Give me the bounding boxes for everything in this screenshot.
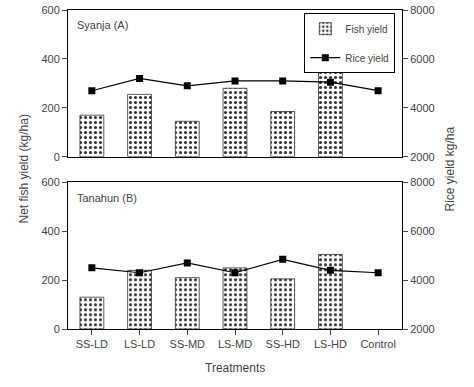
svg-text:8000: 8000: [410, 176, 434, 188]
svg-text:4000: 4000: [410, 274, 434, 286]
svg-text:0: 0: [54, 323, 60, 335]
svg-text:2000: 2000: [410, 323, 434, 335]
svg-text:600: 600: [41, 4, 59, 16]
svg-text:400: 400: [41, 225, 59, 237]
svg-text:Rice yield kg/ha: Rice yield kg/ha: [443, 126, 457, 211]
svg-text:Rice yield: Rice yield: [345, 53, 388, 64]
svg-text:200: 200: [41, 274, 59, 286]
svg-text:LS-MD: LS-MD: [218, 338, 252, 350]
svg-text:200: 200: [41, 102, 59, 114]
svg-text:600: 600: [41, 176, 59, 188]
svg-text:Syanja (A): Syanja (A): [77, 19, 128, 31]
svg-text:LS-HD: LS-HD: [314, 338, 347, 350]
svg-text:Net fish yield (kg/ha): Net fish yield (kg/ha): [17, 114, 31, 223]
svg-text:SS-LD: SS-LD: [76, 338, 108, 350]
svg-text:Fish yield: Fish yield: [345, 24, 387, 35]
svg-text:SS-MD: SS-MD: [170, 338, 206, 350]
svg-text:6000: 6000: [410, 53, 434, 65]
svg-text:2000: 2000: [410, 151, 434, 163]
svg-text:8000: 8000: [410, 4, 434, 16]
svg-text:4000: 4000: [410, 102, 434, 114]
svg-text:0: 0: [54, 151, 60, 163]
svg-text:Treatments: Treatments: [205, 361, 265, 375]
svg-text:Control: Control: [360, 338, 395, 350]
svg-text:400: 400: [41, 53, 59, 65]
svg-text:Tanahun (B): Tanahun (B): [77, 192, 137, 204]
svg-text:6000: 6000: [410, 225, 434, 237]
svg-text:SS-HD: SS-HD: [266, 338, 300, 350]
svg-text:LS-LD: LS-LD: [124, 338, 155, 350]
